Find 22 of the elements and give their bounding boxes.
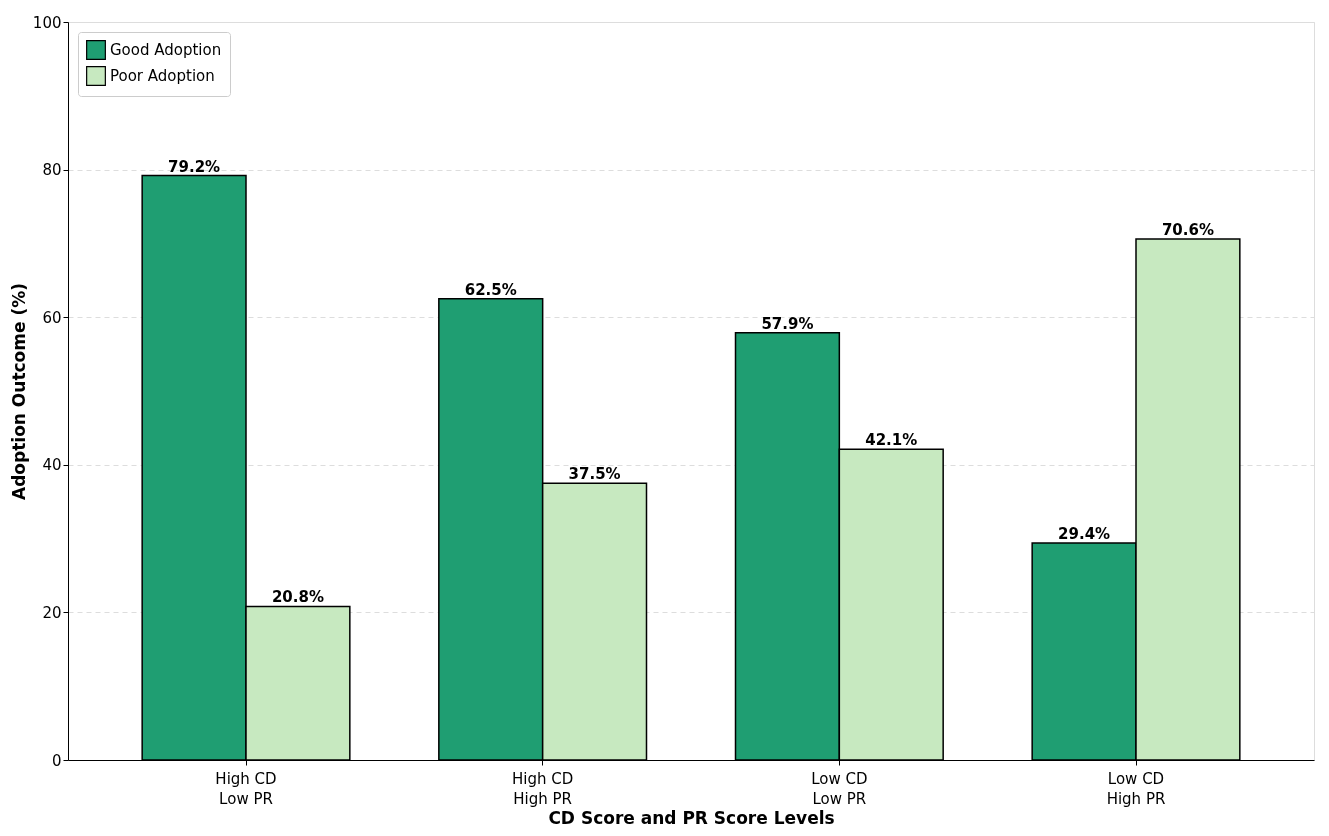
data-label: 79.2% [168, 157, 221, 176]
x-axis-title: CD Score and PR Score Levels [548, 807, 835, 828]
y-tick-label: 100 [32, 13, 62, 32]
y-tick-label: 40 [42, 456, 62, 475]
x-tick-label: High CD Low PR [215, 769, 277, 808]
x-tick-label: Low CD Low PR [811, 769, 868, 808]
data-label: 29.4% [1058, 525, 1111, 544]
y-tick-label: 20 [42, 603, 62, 622]
data-label: 70.6% [1161, 220, 1214, 239]
x-tick-label: Low CD High PR [1106, 769, 1166, 808]
y-axis-title: Adoption Outcome (%) [8, 283, 29, 500]
y-tick-label: 60 [42, 308, 62, 327]
x-tick-label: High CD High PR [512, 769, 574, 808]
data-label: 62.5% [464, 280, 517, 299]
data-label: 20.8% [271, 588, 324, 607]
data-label: 42.1% [865, 431, 918, 450]
data-label: 37.5% [568, 465, 621, 484]
legend-label: Poor Adoption [110, 67, 215, 85]
y-tick-label: 0 [51, 751, 62, 770]
legend-label: Good Adoption [110, 41, 222, 59]
y-tick-label: 80 [42, 161, 62, 180]
data-label: 57.9% [761, 314, 814, 333]
